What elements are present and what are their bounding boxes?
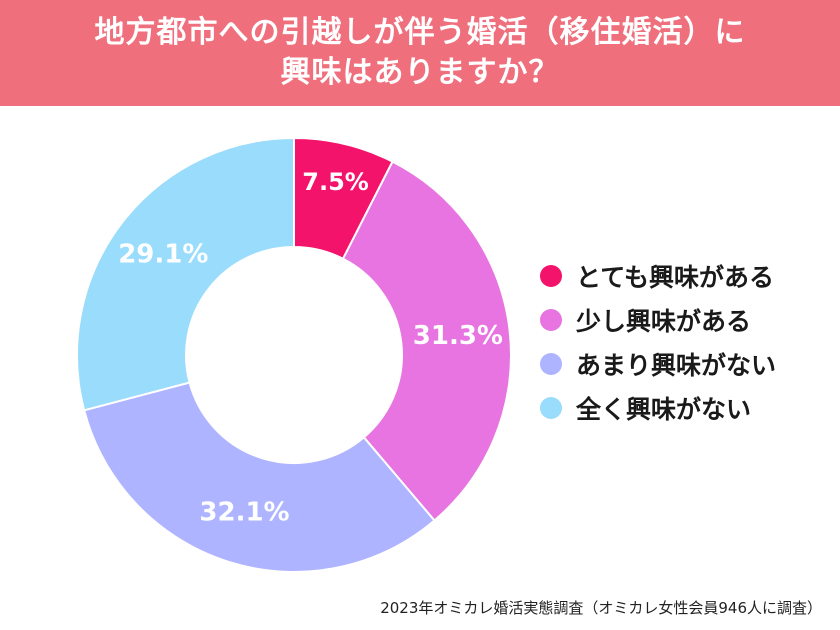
slice-data-label: 32.1%	[199, 497, 289, 527]
slice-data-label: 31.3%	[413, 321, 503, 351]
source-note: 2023年オミカレ婚活実態調査（オミカレ女性会員946人に調査）	[380, 599, 822, 617]
legend-item: とても興味がある	[540, 254, 776, 298]
chart-title-line-2: 興味はありますか？	[280, 55, 560, 90]
donut-slice	[76, 136, 295, 412]
legend-item: 少し興味がある	[540, 298, 776, 342]
title-banner: 地方都市への引越しが伴う婚活（移住婚活）に 興味はありますか？	[0, 0, 840, 106]
slice-data-label: 29.1%	[118, 239, 208, 269]
legend-label: とても興味がある	[576, 263, 775, 292]
legend-label: あまり興味がない	[576, 351, 777, 380]
legend-swatch	[540, 397, 562, 419]
legend-swatch	[540, 265, 562, 287]
donut-slice	[341, 160, 512, 522]
legend-swatch	[540, 353, 562, 375]
donut-slice	[82, 381, 436, 573]
legend-label: 少し興味がある	[576, 307, 752, 336]
chart-title-line-1: 地方都市への引越しが伴う婚活（移住婚活）に	[94, 15, 746, 50]
donut-chart: 7.5% 31.3% 32.1% 29.1%	[76, 136, 512, 573]
legend-swatch	[540, 309, 562, 331]
legend-item: 全く興味がない	[540, 386, 776, 430]
legend-item: あまり興味がない	[540, 342, 776, 386]
legend-label: 全く興味がない	[576, 395, 752, 424]
chart-legend: とても興味がある 少し興味がある あまり興味がない 全く興味がない	[540, 254, 776, 430]
slice-data-label: 7.5%	[302, 168, 369, 196]
